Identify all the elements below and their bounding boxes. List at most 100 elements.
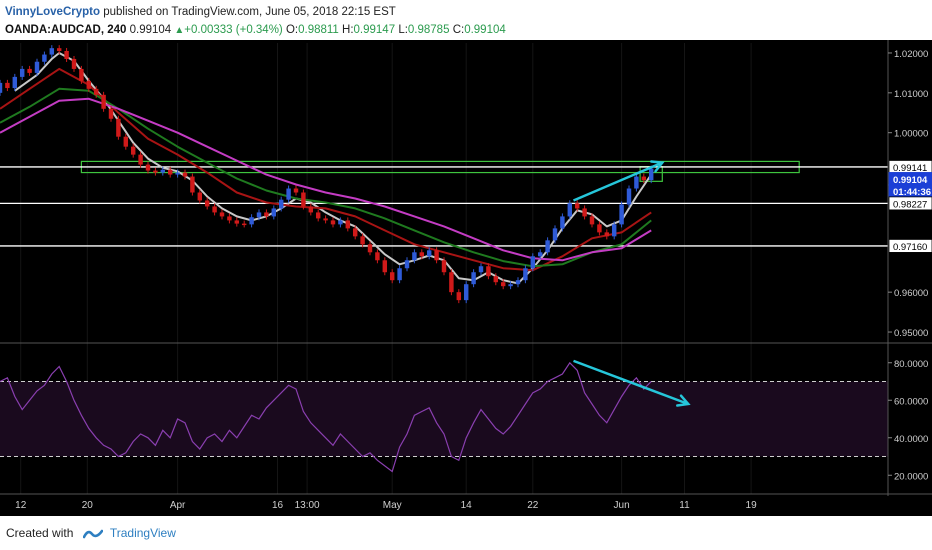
candle	[138, 154, 143, 165]
high-label: H:	[342, 24, 354, 36]
candle	[5, 82, 10, 89]
time-tick-label: Jun	[614, 500, 630, 511]
candle	[167, 169, 173, 175]
price-tick-label: 0.96000	[894, 288, 928, 299]
candle	[182, 172, 188, 177]
candle	[545, 240, 550, 253]
change-value: +0.00333 (+0.34%)	[184, 24, 283, 36]
candle	[500, 282, 506, 287]
moving-average-line	[0, 97, 652, 262]
candle	[64, 50, 69, 59]
candle	[441, 260, 447, 273]
publish-line: VinnyLoveCrypto published on TradingView…	[5, 6, 396, 18]
moving-average-line	[14, 52, 653, 285]
author-link[interactable]: VinnyLoveCrypto	[5, 6, 100, 18]
candle	[641, 176, 647, 181]
open-label: O:	[285, 24, 299, 36]
candle	[153, 170, 158, 173]
candle	[145, 164, 151, 171]
footer: Created with TradingView	[0, 516, 932, 550]
candle	[412, 252, 417, 261]
candle	[190, 176, 195, 193]
candle	[27, 68, 32, 73]
candle	[456, 292, 462, 301]
candle	[597, 224, 602, 233]
moving-average-layer	[0, 52, 653, 285]
price-chart[interactable]: 1.02000 1.01000 1.00000 0.96000 0.95000 80.00…	[0, 40, 932, 516]
ohlc-line: OANDA:AUDCAD, 240 0.99104 ▲+0.00333 (+0.…	[5, 24, 506, 36]
candle	[130, 146, 136, 155]
open-value: 0.98811	[298, 24, 339, 36]
candle	[116, 118, 121, 137]
candle	[486, 266, 491, 277]
tradingview-logo-icon	[82, 529, 103, 539]
candle	[626, 188, 632, 205]
time-tick-label: 20	[82, 500, 94, 511]
candle	[508, 284, 513, 287]
candle	[574, 203, 580, 209]
rsi-band	[0, 381, 888, 457]
candle	[256, 212, 262, 218]
moving-average-line	[0, 87, 652, 268]
tradingview-brand[interactable]: TradingView	[109, 526, 176, 540]
candle	[108, 108, 114, 119]
candle	[567, 203, 573, 217]
candle	[286, 188, 291, 200]
candle	[493, 276, 499, 283]
price-label-text: 0.99104	[893, 175, 928, 186]
candle	[34, 61, 40, 73]
candle	[271, 208, 277, 217]
candle	[648, 168, 654, 181]
price-label-text: 0.97160	[893, 242, 927, 253]
candle	[42, 54, 47, 62]
price-arrow	[573, 161, 663, 202]
candle	[264, 212, 269, 217]
candle	[71, 58, 77, 69]
candle	[375, 252, 380, 261]
candle	[389, 272, 395, 281]
arrow-layer	[573, 160, 691, 407]
time-tick-label: 12	[15, 500, 27, 511]
candle	[79, 68, 84, 81]
candle	[19, 68, 25, 77]
symbol-label[interactable]: OANDA:AUDCAD, 240	[5, 24, 127, 36]
candle	[619, 204, 624, 225]
price-label-text: 0.98227	[893, 199, 927, 210]
candle-layer	[0, 45, 654, 304]
candle	[449, 272, 454, 293]
candle	[0, 82, 3, 93]
rsi-line	[0, 361, 652, 473]
candle	[12, 76, 18, 89]
published-text: published on TradingView.com, June 05, 2…	[103, 6, 396, 18]
candle	[219, 212, 225, 217]
candle	[367, 244, 373, 253]
candle	[227, 216, 232, 221]
candle	[204, 200, 210, 207]
candle	[611, 224, 617, 237]
price-label-text: 01:44:36	[893, 187, 931, 198]
price-tick-label: 1.01000	[894, 89, 928, 100]
candle	[434, 250, 439, 261]
rsi-arrow-head	[676, 394, 691, 407]
price-arrow-head	[650, 160, 665, 173]
price-label-box	[888, 239, 932, 253]
rsi-band-layer	[0, 381, 888, 457]
candle	[308, 206, 314, 213]
candle	[537, 252, 543, 257]
candle	[352, 228, 358, 237]
price-label-text: 0.99141	[893, 163, 927, 174]
candle	[463, 284, 469, 301]
candle	[123, 136, 129, 147]
candle	[382, 260, 388, 273]
time-tick-label: May	[383, 500, 402, 511]
rsi-tick-label: 40.0000	[894, 434, 928, 445]
candle	[419, 252, 425, 257]
axis-layer: 1.02000 1.01000 1.00000 0.96000 0.95000 80.00…	[0, 40, 932, 511]
price-label-box	[888, 196, 932, 211]
candle	[293, 188, 299, 193]
time-tick-label: 22	[527, 500, 539, 511]
candle	[212, 206, 217, 213]
up-triangle-icon: ▲	[174, 25, 185, 36]
candle	[560, 216, 565, 229]
